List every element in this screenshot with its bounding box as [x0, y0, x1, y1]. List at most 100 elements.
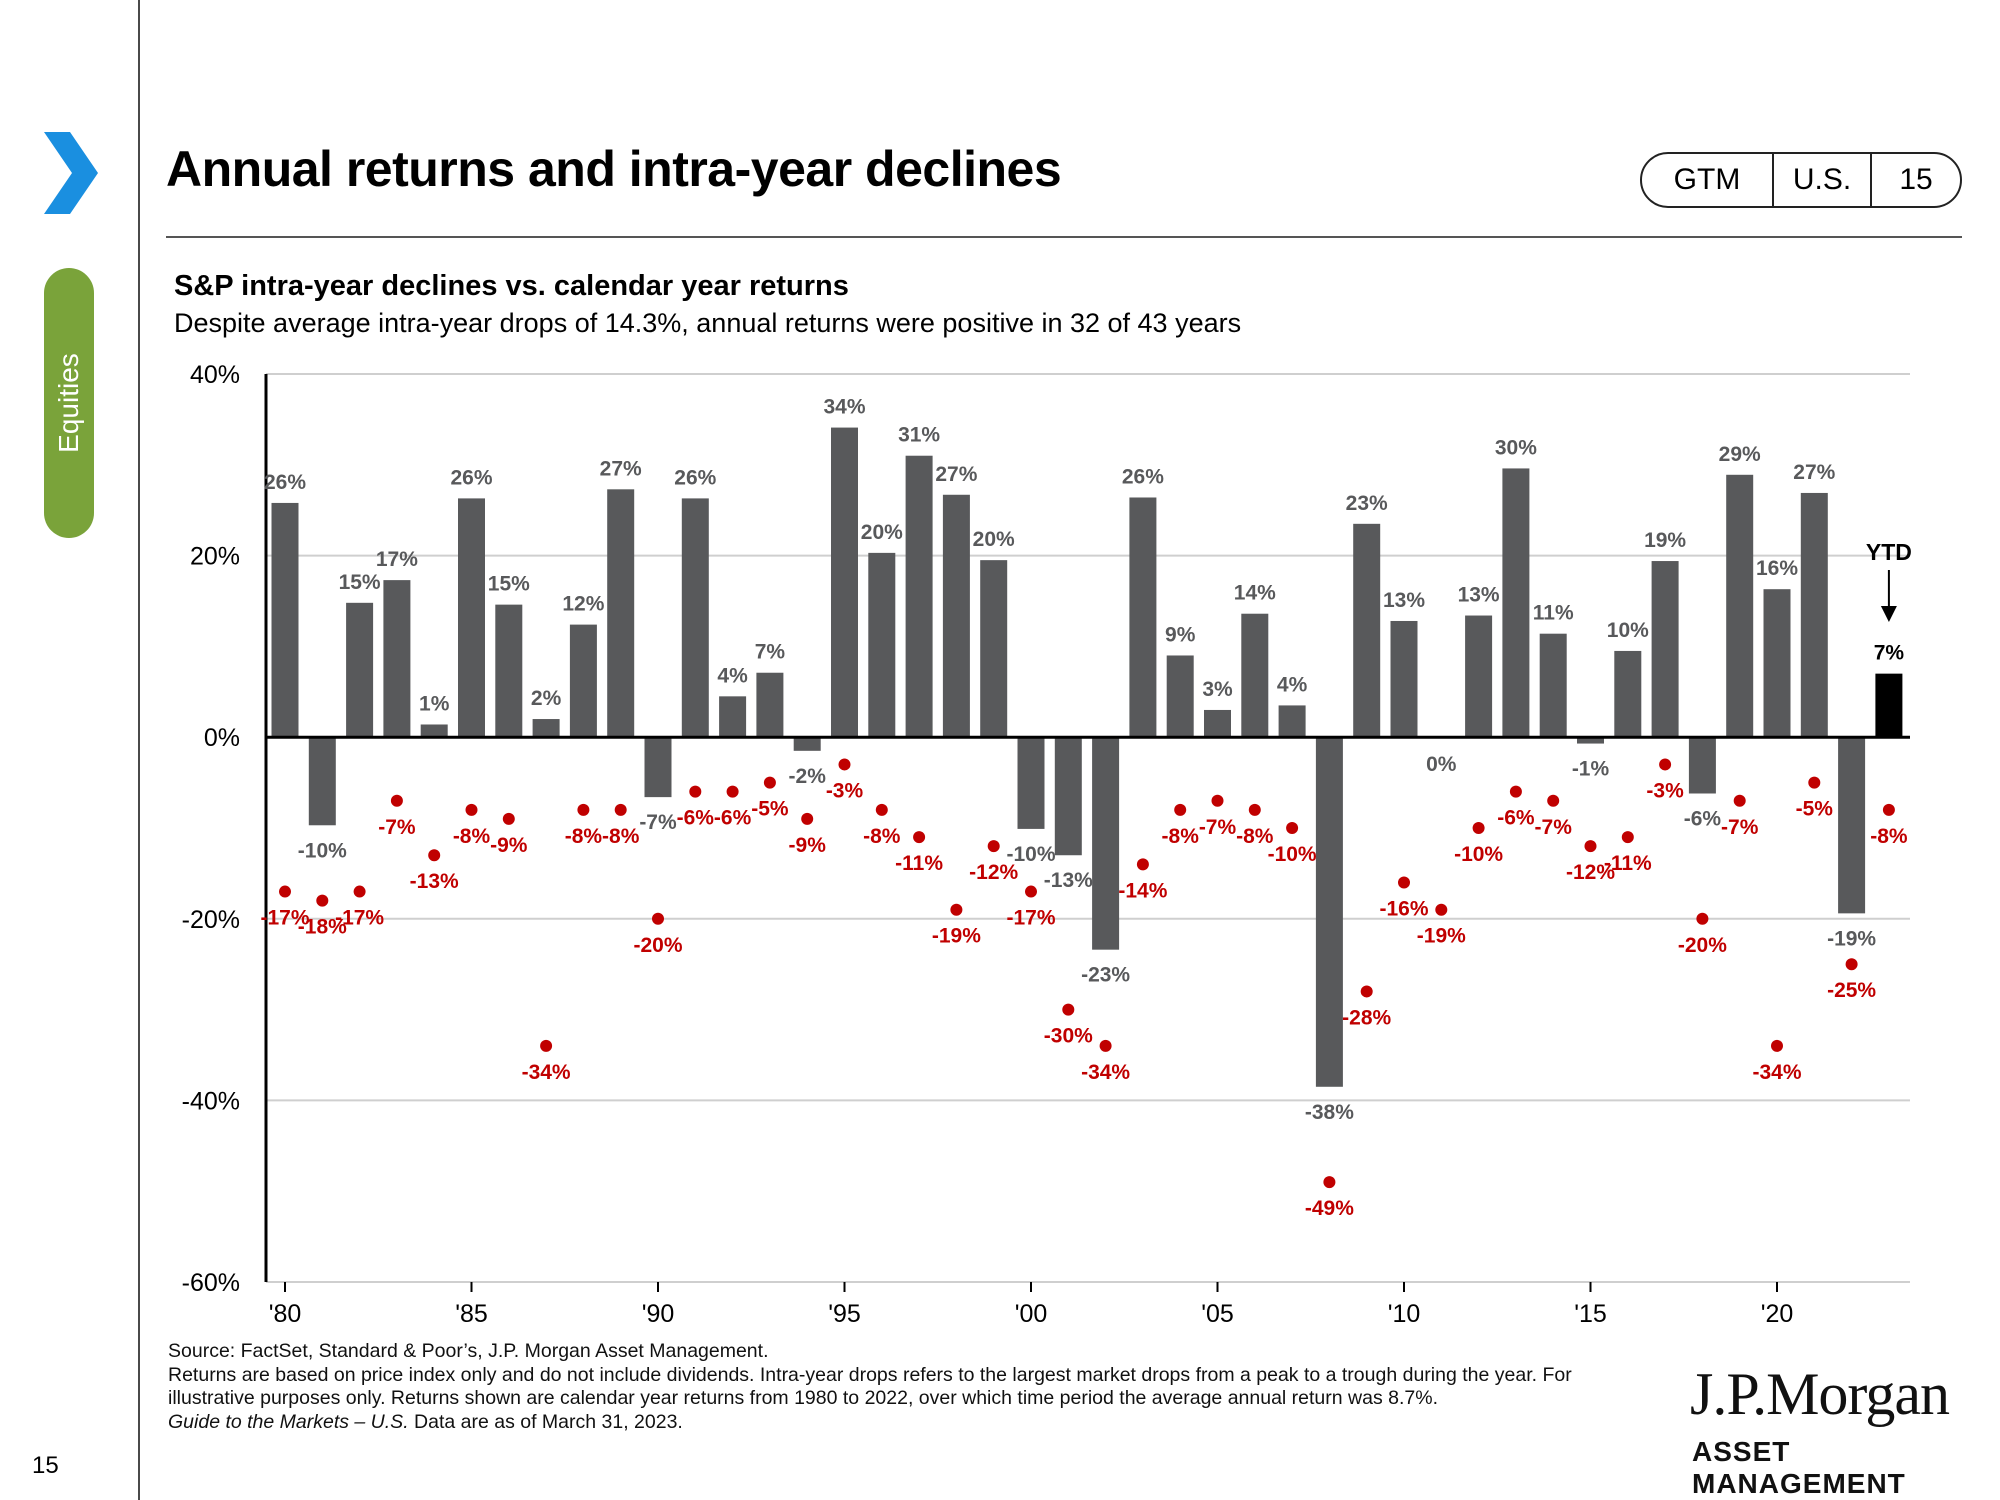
bar [1054, 737, 1082, 856]
bar [1651, 561, 1679, 738]
bar [569, 624, 597, 738]
bar-label: 9% [1165, 623, 1196, 646]
drop-dot [1435, 903, 1448, 916]
bar [458, 498, 485, 738]
x-tick-label: '20 [1761, 1300, 1794, 1328]
y-tick-label: -60% [182, 1269, 240, 1297]
drop-label: -3% [826, 779, 864, 802]
bar [308, 737, 336, 826]
bar-label: 7% [755, 641, 786, 664]
drop-label: -34% [1081, 1061, 1130, 1084]
drop-dot [1659, 758, 1672, 771]
drop-dot [726, 785, 739, 798]
bar [1315, 737, 1343, 1087]
drop-label: -8% [602, 825, 640, 848]
bar-label: 26% [264, 471, 306, 494]
drop-label: -8% [453, 825, 491, 848]
drop-label: -5% [751, 798, 789, 821]
returns-chart: 40% 20% 0% -20% -40% -60% '80 '85 '90 '95 '00 '05 '1… [182, 361, 1912, 1328]
footnotes: Source: FactSet, Standard & Poor’s, J.P.… [168, 1340, 1648, 1434]
drop-label: -14% [1118, 879, 1167, 902]
bar [1390, 620, 1418, 738]
bar-label: 2% [531, 687, 562, 710]
drop-dot [950, 903, 963, 916]
bar-label: 26% [1122, 465, 1164, 488]
x-tick-label: '80 [269, 1300, 302, 1328]
drop-label: -10% [1454, 843, 1503, 866]
drop-label: -11% [895, 852, 943, 875]
drop-dot [689, 785, 702, 798]
bar-label: 11% [1533, 602, 1574, 625]
bar [1726, 474, 1754, 738]
drop-label: -6% [1497, 807, 1535, 830]
bar-label: 34% [823, 396, 865, 419]
bar [346, 602, 374, 738]
section-tab-equities[interactable]: Equities [44, 268, 94, 538]
drop-label: -8% [1162, 825, 1200, 848]
bar-label: 1% [419, 692, 450, 715]
y-tick-label: 40% [190, 361, 240, 389]
drop-label: -18% [298, 916, 347, 939]
drop-dot [1621, 831, 1634, 844]
drop-dot [279, 885, 291, 898]
bar-label: 0% [1426, 753, 1457, 776]
bar-label: 4% [717, 664, 748, 687]
bar [980, 560, 1008, 738]
bar-label: 19% [1644, 529, 1686, 552]
jpmorgan-logo: J.P.Morgan [1690, 1361, 1950, 1427]
drop-dot [1845, 958, 1858, 971]
drop-dot [502, 812, 515, 825]
bar [644, 737, 672, 798]
bar [681, 498, 709, 738]
drop-dot [428, 849, 441, 862]
bar [942, 494, 970, 738]
bar-label: 13% [1383, 589, 1425, 612]
bar-label: 10% [1607, 619, 1649, 642]
drop-label: -17% [260, 907, 309, 930]
bar [1465, 615, 1493, 738]
drop-label: -8% [565, 825, 603, 848]
bar-label: 30% [1495, 436, 1537, 459]
drop-dot [875, 803, 888, 816]
bar-label: -38% [1305, 1101, 1354, 1124]
drop-dot [1136, 858, 1149, 871]
source-note: Source: FactSet, Standard & Poor’s, J.P.… [168, 1340, 769, 1362]
bar-label: -13% [1044, 869, 1093, 892]
drop-dot [1099, 1039, 1112, 1052]
bar-label: 27% [935, 463, 977, 486]
bar-label: -10% [298, 839, 347, 862]
drop-label: -19% [932, 925, 981, 948]
page-number: 15 [32, 1452, 59, 1479]
chevron-right-icon[interactable] [38, 128, 102, 218]
bar-label: -19% [1827, 927, 1876, 950]
y-tick-label: 20% [190, 543, 240, 571]
drop-label: -20% [633, 934, 682, 957]
drop-label: -34% [1752, 1061, 1801, 1084]
tag-gtm: GTM [1642, 154, 1774, 206]
drop-label: -25% [1827, 979, 1876, 1002]
bar [719, 696, 747, 738]
drop-label: -13% [410, 870, 459, 893]
bar-label: 7% [1874, 642, 1905, 665]
x-tick-label: '05 [1201, 1300, 1234, 1328]
as-of-date: Data are as of March 31, 2023. [408, 1410, 683, 1433]
drop-dot [987, 840, 1000, 853]
drop-dot [1882, 803, 1895, 816]
drop-dot [1472, 822, 1485, 834]
bar [532, 719, 560, 738]
bar [1838, 737, 1866, 914]
bar [1539, 633, 1567, 738]
x-tick-label: '00 [1015, 1300, 1048, 1328]
bar-label: -6% [1684, 807, 1722, 830]
bar-label: 27% [1793, 461, 1835, 484]
drop-label: -7% [1535, 816, 1573, 839]
bar-label: 15% [339, 571, 381, 594]
ytd-annotation: YTD [1866, 539, 1912, 565]
drop-dot [1509, 785, 1522, 798]
bar-label: 12% [562, 593, 604, 616]
drop-label: -3% [1646, 779, 1684, 802]
drop-label: -28% [1342, 1006, 1391, 1029]
bar-label: 27% [600, 457, 642, 480]
bar-label: 29% [1719, 443, 1761, 466]
drop-dot [1025, 885, 1037, 898]
